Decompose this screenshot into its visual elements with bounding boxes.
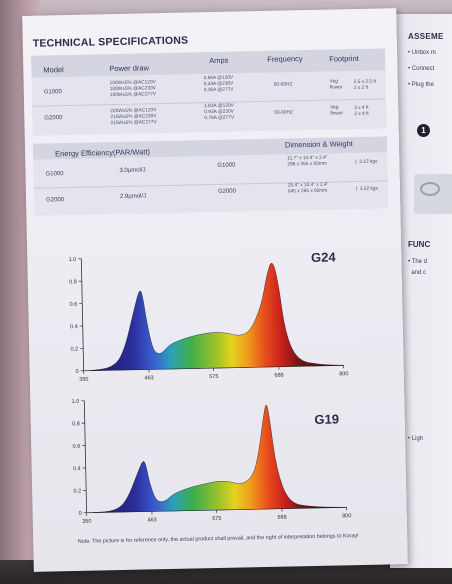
row-model: G1000 xyxy=(43,89,62,96)
dimension-header: Dimension & Weight xyxy=(284,139,353,150)
dimension-model: G2000 xyxy=(217,188,237,195)
spectrum-chart-g24: 0 0.2 0.4 0.6 0.8 1.0 350 463 575 688 800 G24 xyxy=(69,249,349,383)
function-text: and c xyxy=(411,270,427,276)
chart-title: G24 xyxy=(311,249,337,265)
efficiency-value: 3.0µmol/J xyxy=(119,167,146,174)
assembly-bullet: • Connect xyxy=(408,66,435,72)
row-footprint-size: 2.5 x 2.5 ft 2 x 2 ft xyxy=(353,79,377,92)
light-bullet: • Ligh xyxy=(408,436,424,442)
x-tick-label: 688 xyxy=(277,515,286,521)
x-tick-label: 463 xyxy=(147,517,156,523)
dimension-weight: | 3.52 kgs xyxy=(355,186,379,193)
spectrum-charts: 0 0.2 0.4 0.6 0.8 1.0 350 463 575 688 800 G24 0 0.2 0.… xyxy=(69,249,352,525)
x-tick-label: 575 xyxy=(209,374,218,380)
y-axis xyxy=(83,400,88,513)
assembly-heading: ASSEME xyxy=(408,32,444,41)
spec-page: TECHNICAL SPECIFICATIONS Model Power dra… xyxy=(22,8,408,572)
x-tick-label: 350 xyxy=(79,377,88,383)
header-amps: Amps xyxy=(209,55,229,66)
x-tick-label: 800 xyxy=(339,371,348,377)
row-power: 220W±5% @AC120V 215W±5% @AC230V 215W±5% @A… xyxy=(110,108,157,127)
x-tick-label: 350 xyxy=(82,519,91,525)
y-tick-label: 0.4 xyxy=(70,324,78,330)
spec-table: Model Power draw Amps Frequency Footprin… xyxy=(31,48,389,217)
assembly-bullet: • Plug the xyxy=(408,82,434,88)
assembly-illustration xyxy=(414,174,452,214)
assembly-bullet: • Unbox m xyxy=(408,50,436,56)
y-tick-label: 0 xyxy=(76,369,79,375)
efficiency-model: G1000 xyxy=(45,171,64,178)
row-frequency: 50-60HZ xyxy=(274,110,294,116)
y-tick-label: 0.8 xyxy=(69,279,77,285)
function-text: • The d xyxy=(408,259,428,265)
row-footprint: Veg flower xyxy=(330,105,344,117)
header-power: Power draw xyxy=(109,63,150,74)
y-tick-label: 0.2 xyxy=(70,346,78,352)
header-frequency: Frequency xyxy=(267,54,303,64)
y-tick-label: 1.0 xyxy=(69,257,77,263)
step-number-badge: 1 xyxy=(417,124,430,137)
row-frequency: 50-60HZ xyxy=(273,82,293,88)
row-footprint-size: 3 x 4 ft 2 x 4 ft xyxy=(354,105,369,118)
spectrum-area xyxy=(92,404,347,513)
footnote: Note: The picture is for reference only,… xyxy=(77,533,359,545)
row-model: G2000 xyxy=(44,115,63,122)
x-tick-label: 575 xyxy=(212,516,221,522)
dimension-size: 11.7" x 10.4" x 2.4" 298 x 265 x 60mm xyxy=(287,155,328,168)
y-axis xyxy=(80,258,85,371)
x-tick-label: 688 xyxy=(274,373,283,379)
efficiency-model: G2000 xyxy=(46,197,65,204)
header-footprint: Footprint xyxy=(329,53,359,64)
dimension-weight: | 2.12 kgs xyxy=(355,159,378,166)
page-title: TECHNICAL SPECIFICATIONS xyxy=(32,34,189,50)
y-tick-label: 0.8 xyxy=(72,421,80,427)
function-heading: FUNC xyxy=(408,240,431,249)
header-model: Model xyxy=(43,65,64,75)
row-power: 100W±5% @AC120V 100W±5% @AC230V 100W±5% @A… xyxy=(109,80,157,99)
x-tick-label: 463 xyxy=(144,375,153,381)
row-footprint: Veg flower xyxy=(329,79,343,91)
row-amps: 1.83A @120V 0.93A @230V 0.78A @277V xyxy=(204,103,235,122)
y-tick-label: 0.4 xyxy=(73,466,81,472)
y-tick-label: 1.0 xyxy=(72,399,80,405)
dimension-model: G1000 xyxy=(217,162,236,169)
x-tick-label: 800 xyxy=(342,513,351,519)
y-tick-label: 0.6 xyxy=(73,444,81,450)
y-tick-label: 0.2 xyxy=(73,488,81,494)
y-tick-label: 0.6 xyxy=(70,302,78,308)
y-tick-label: 0 xyxy=(79,511,82,517)
spectrum-area xyxy=(89,262,344,371)
row-amps: 0.86A @120V 0.43A @230V 0.36A @277V xyxy=(203,75,234,94)
chart-title: G19 xyxy=(314,411,339,427)
efficiency-value: 2.9µmol/J xyxy=(119,193,147,200)
spectrum-chart-g19: 0 0.2 0.4 0.6 0.8 1.0 350 463 575 688 800 G19 xyxy=(72,399,352,525)
dimension-size: 25.4" x 10.4" x 2.4" 645 x 265 x 60mm xyxy=(287,182,329,195)
